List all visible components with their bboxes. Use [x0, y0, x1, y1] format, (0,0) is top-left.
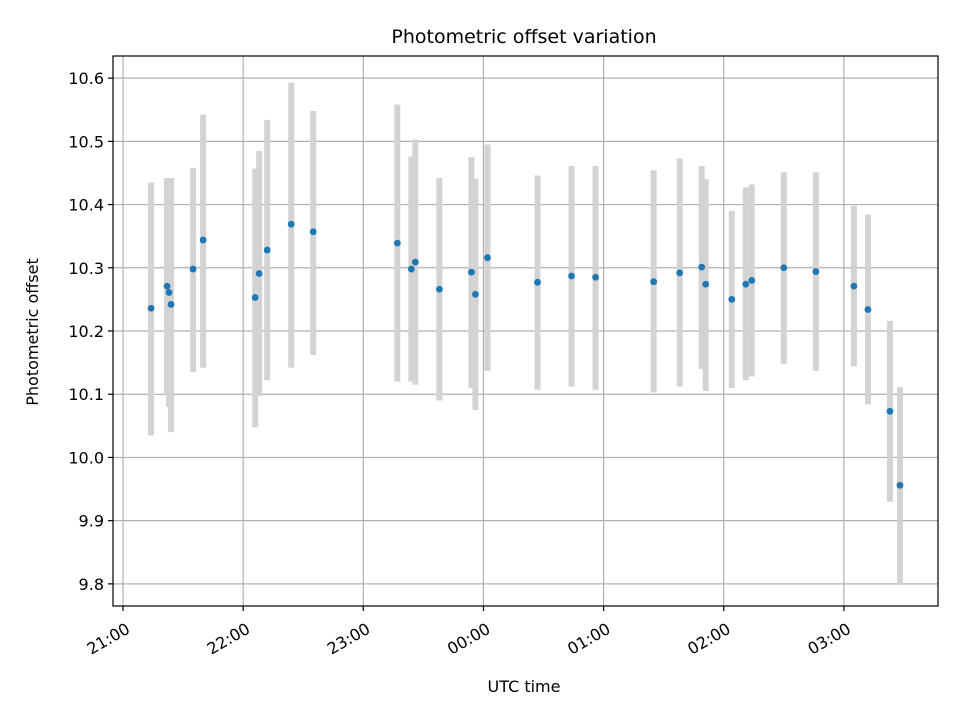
- data-point: [728, 295, 736, 303]
- data-point: [698, 263, 706, 271]
- y-tick-label: 10.0: [68, 448, 104, 467]
- data-point: [484, 254, 491, 262]
- data-point: [896, 481, 904, 489]
- data-point: [812, 268, 820, 275]
- y-axis-label: Photometric offset: [23, 258, 42, 406]
- data-point: [702, 280, 710, 288]
- data-point: [676, 269, 684, 277]
- y-tick-label: 9.8: [79, 575, 104, 594]
- y-tick-label: 9.9: [79, 512, 104, 531]
- x-axis-label: UTC time: [488, 677, 561, 696]
- data-point: [742, 280, 750, 288]
- data-point: [165, 289, 173, 296]
- data-point: [864, 306, 872, 313]
- data-point: [850, 282, 858, 290]
- data-point: [592, 273, 599, 281]
- data-point: [472, 290, 479, 298]
- y-tick-label: 10.5: [68, 132, 104, 151]
- y-axis-ticks: 9.8 9.9 10.0 10.1 10.2 10.3 10.4 10.5 10.6: [68, 69, 113, 594]
- y-tick-label: 10.6: [68, 69, 104, 88]
- data-point: [167, 301, 175, 308]
- data-point: [309, 228, 317, 236]
- y-tick-label: 10.4: [68, 196, 104, 215]
- data-point: [411, 258, 419, 266]
- data-point: [534, 278, 541, 286]
- data-point: [780, 264, 788, 272]
- y-tick-label: 10.2: [68, 322, 104, 341]
- data-point: [468, 268, 475, 276]
- data-point: [650, 278, 658, 286]
- chart-title: Photometric offset variation: [391, 26, 656, 48]
- data-point: [748, 277, 756, 284]
- data-point: [287, 220, 295, 228]
- data-point: [147, 304, 155, 312]
- y-tick-label: 10.3: [68, 259, 104, 278]
- data-point: [255, 270, 263, 277]
- data-point: [189, 265, 197, 273]
- grid: [113, 56, 938, 606]
- data-point: [435, 285, 443, 293]
- data-point: [163, 282, 171, 290]
- data-point: [199, 236, 207, 244]
- data-point: [886, 407, 894, 415]
- y-tick-label: 10.1: [68, 385, 104, 404]
- data-point: [393, 239, 401, 247]
- data-points: [147, 220, 904, 489]
- data-point: [251, 294, 259, 301]
- data-point: [263, 246, 271, 254]
- data-point: [407, 265, 415, 273]
- data-point: [568, 272, 575, 280]
